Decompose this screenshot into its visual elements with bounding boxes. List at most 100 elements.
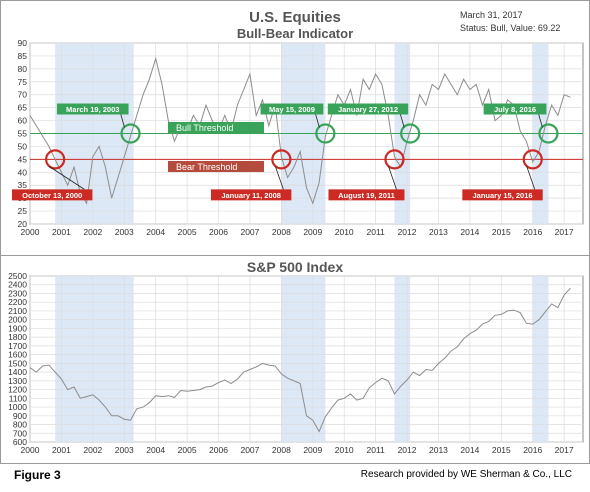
y-tick-label: 2200 <box>8 297 27 307</box>
bull-bear-indicator-series <box>29 56 571 205</box>
y-tick-label: 800 <box>13 420 27 430</box>
annotation-box <box>462 189 543 201</box>
bottom-chart-title: S&P 500 Index <box>247 259 343 275</box>
annotation-box <box>210 189 292 201</box>
y-tick-label: 1500 <box>8 358 27 368</box>
y-tick-label: 1700 <box>8 341 27 351</box>
x-tick-label: 2001 <box>52 445 71 455</box>
bull-signal-circle <box>315 123 336 144</box>
x-tick-label: 2009 <box>303 227 322 237</box>
bull-threshold-text: Bull Threshold <box>176 123 233 133</box>
x-tick-label: 2011 <box>366 445 385 455</box>
x-tick-label: 2017 <box>555 227 574 237</box>
bear-signal-circle <box>384 149 405 170</box>
annotation-label: May 15, 2009 <box>269 105 315 114</box>
annotation-label: January 27, 2012 <box>338 105 398 114</box>
x-tick-label: 2015 <box>492 445 511 455</box>
y-tick-label: 1900 <box>8 323 27 333</box>
y-tick-label: 1600 <box>8 350 27 360</box>
annotation-leader <box>274 166 284 190</box>
x-tick-label: 2016 <box>523 445 542 455</box>
bear-threshold-text: Bear Threshold <box>176 162 237 172</box>
x-tick-label: 2008 <box>272 445 291 455</box>
annotation-box <box>327 103 409 115</box>
bear-signal-circle <box>271 149 292 170</box>
y-tick-label: 45 <box>18 154 28 164</box>
sp500-series <box>29 287 571 433</box>
annotation-box <box>12 189 93 201</box>
y-tick-label: 75 <box>18 77 28 87</box>
y-tick-label: 1000 <box>8 402 27 412</box>
x-tick-label: 2010 <box>335 445 354 455</box>
y-tick-label: 2500 <box>8 271 27 281</box>
x-tick-label: 2006 <box>209 227 228 237</box>
x-tick-label: 2014 <box>460 445 479 455</box>
y-tick-label: 20 <box>18 219 28 229</box>
annotation-box <box>56 103 129 115</box>
y-tick-label: 2100 <box>8 306 27 316</box>
annotation-leader <box>314 113 320 128</box>
y-tick-label: 90 <box>18 38 28 48</box>
y-tick-label: 50 <box>18 141 28 151</box>
x-tick-label: 2017 <box>555 445 574 455</box>
bear-signal-circle <box>45 149 66 170</box>
x-tick-label: 2016 <box>523 227 542 237</box>
annotation-label: August 19, 2011 <box>338 191 395 200</box>
x-tick-label: 2000 <box>21 445 40 455</box>
status-text: Status: Bull, Value: 69.22 <box>460 23 560 33</box>
y-tick-label: 70 <box>18 90 28 100</box>
sp500-chart: 6007008009001000110012001300140015001600… <box>8 259 584 455</box>
y-tick-label: 900 <box>13 411 27 421</box>
y-tick-label: 700 <box>13 428 27 438</box>
x-tick-label: 2013 <box>429 445 448 455</box>
x-tick-label: 2003 <box>115 227 134 237</box>
y-tick-label: 2300 <box>8 288 27 298</box>
x-tick-label: 2006 <box>209 445 228 455</box>
annotation-leader <box>388 166 397 190</box>
annotation-label: January 11, 2008 <box>221 191 281 200</box>
y-tick-label: 80 <box>18 64 28 74</box>
annotation-leader <box>120 113 125 128</box>
bull-threshold-label: Bull Threshold <box>168 122 264 133</box>
footer: Figure 3 Research provided by WE Sherman… <box>0 464 590 492</box>
y-tick-label: 1200 <box>8 385 27 395</box>
annotation-leader <box>526 166 536 190</box>
bull-signal-circle <box>400 123 421 144</box>
x-tick-label: 2014 <box>460 227 479 237</box>
bear-threshold-label: Bear Threshold <box>168 161 264 172</box>
shaded-period-3 <box>394 276 411 442</box>
y-tick-label: 85 <box>18 51 28 61</box>
annotation-leader <box>538 113 543 128</box>
annotation-box <box>328 189 405 201</box>
y-tick-label: 65 <box>18 103 28 113</box>
shaded-period-4 <box>532 276 549 442</box>
bear-signal-circle <box>522 149 543 170</box>
bull-signal-circle <box>120 123 141 144</box>
x-tick-label: 2012 <box>398 227 417 237</box>
top-chart-title: U.S. Equities <box>249 9 341 26</box>
annotation-label: January 15, 2016 <box>473 191 533 200</box>
y-tick-label: 55 <box>18 129 28 139</box>
shaded-period-2 <box>281 276 326 442</box>
annotation-box <box>483 103 547 115</box>
annotation-label: October 13, 2000 <box>22 191 82 200</box>
annotation-box <box>260 103 324 115</box>
annotation-leader <box>399 113 405 128</box>
x-tick-label: 2013 <box>429 227 448 237</box>
annotation-label: March 19, 2003 <box>66 105 119 114</box>
x-tick-label: 2001 <box>52 227 71 237</box>
y-tick-label: 1300 <box>8 376 27 386</box>
x-tick-label: 2009 <box>303 445 322 455</box>
x-tick-label: 2004 <box>146 445 165 455</box>
x-tick-label: 2002 <box>83 227 102 237</box>
y-tick-label: 25 <box>18 206 28 216</box>
bull-signal-circle <box>538 123 559 144</box>
x-tick-label: 2011 <box>366 227 385 237</box>
y-tick-label: 1400 <box>8 367 27 377</box>
credit-text: Research provided by WE Sherman & Co., L… <box>360 469 572 480</box>
x-tick-label: 2007 <box>240 227 259 237</box>
annotation-leader <box>48 166 85 190</box>
annotation-label: July 8, 2016 <box>494 105 536 114</box>
date-text: March 31, 2017 <box>460 10 523 20</box>
x-tick-label: 2000 <box>21 227 40 237</box>
